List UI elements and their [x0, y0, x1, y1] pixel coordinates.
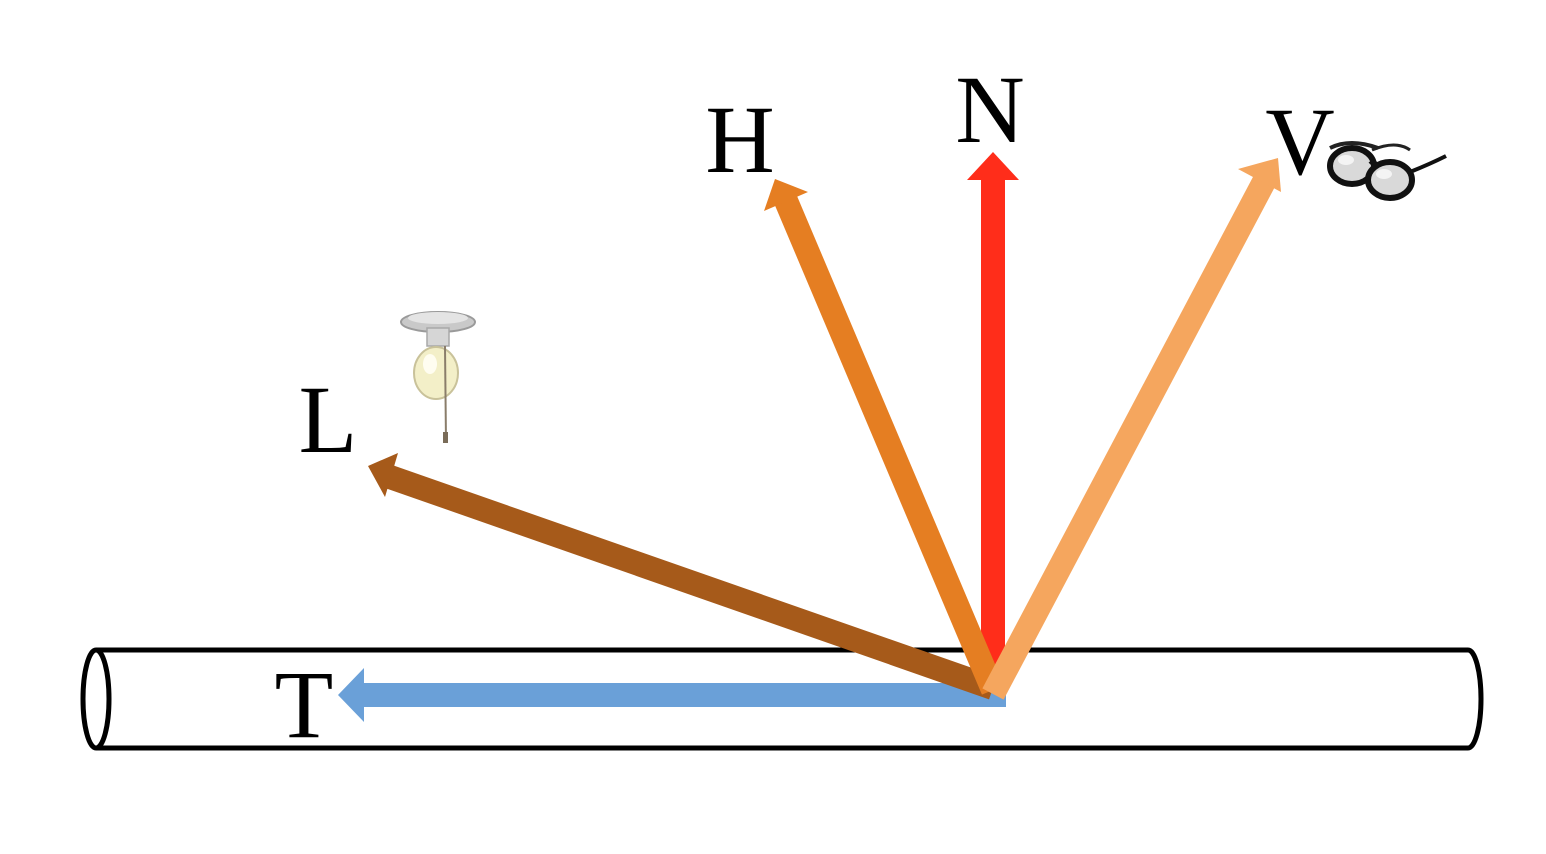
tangent-arrow-shaft	[362, 683, 1006, 707]
halfway-arrowhead	[764, 179, 808, 211]
light-bulb-icon	[400, 311, 476, 443]
view-arrowhead	[1238, 158, 1281, 192]
eyeglasses-icon	[1327, 141, 1447, 201]
light-vector	[368, 453, 997, 700]
normal-arrow-shaft	[981, 176, 1005, 688]
light-arrowhead	[368, 453, 398, 497]
view-arrow-shaft	[982, 172, 1277, 700]
label-v: V	[1265, 88, 1334, 195]
cylinder-left-cap	[80, 647, 112, 751]
view-vector	[982, 158, 1281, 700]
label-t: T	[275, 651, 334, 758]
halfway-vector	[764, 179, 1005, 695]
light-arrow-shaft	[386, 465, 997, 700]
normal-arrowhead	[967, 152, 1019, 180]
halfway-arrow-shaft	[772, 191, 1005, 695]
normal-vector	[967, 152, 1019, 688]
tangent-arrowhead	[338, 668, 364, 722]
cylinder-right-cap	[1467, 647, 1484, 751]
label-n: N	[955, 56, 1024, 163]
tangent-vector	[338, 668, 1006, 722]
cylinder	[80, 647, 1484, 751]
label-h: H	[705, 86, 774, 193]
label-l: L	[299, 366, 358, 473]
